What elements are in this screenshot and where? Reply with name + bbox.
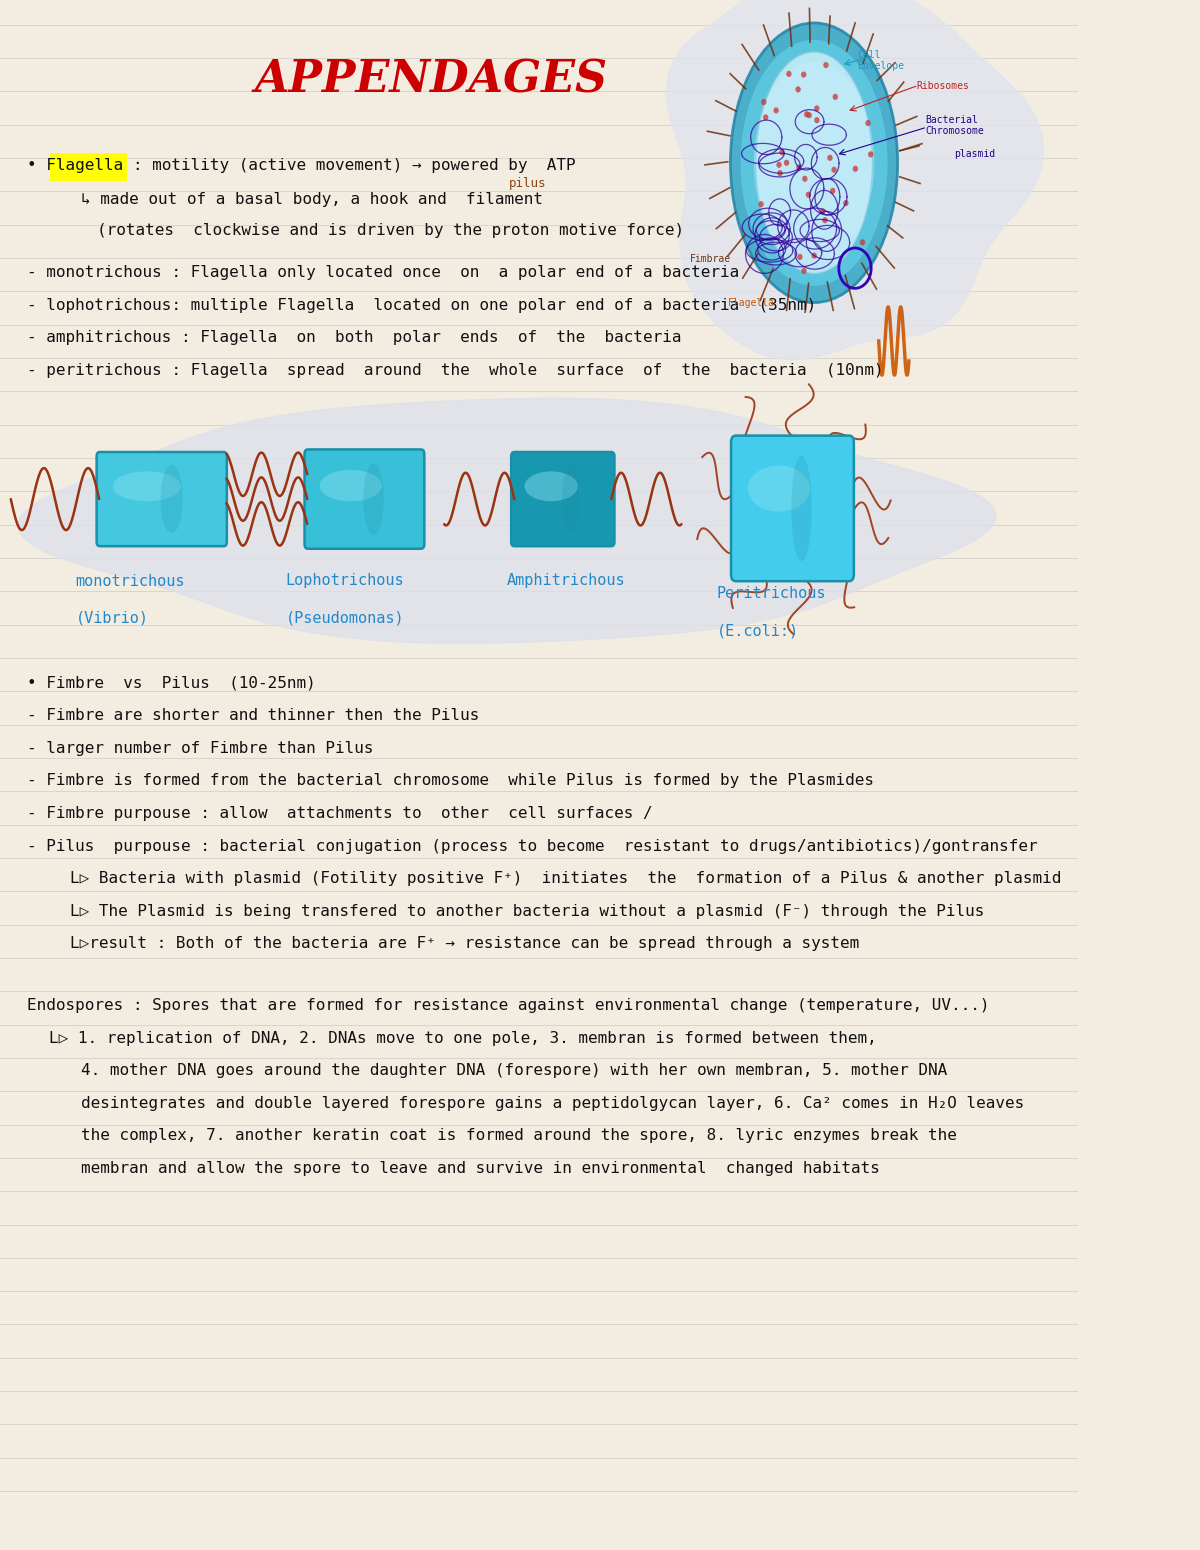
Text: Amphitrichous: Amphitrichous	[506, 574, 625, 589]
Ellipse shape	[802, 71, 806, 78]
Ellipse shape	[796, 87, 800, 93]
FancyBboxPatch shape	[731, 436, 854, 581]
Text: (Vibrio): (Vibrio)	[76, 611, 149, 626]
Text: Flagella: Flagella	[727, 298, 775, 307]
FancyBboxPatch shape	[305, 449, 425, 549]
Ellipse shape	[364, 463, 384, 535]
Ellipse shape	[786, 71, 792, 78]
Text: L▷ The Plasmid is being transfered to another bacteria without a plasmid (F⁻) th: L▷ The Plasmid is being transfered to an…	[70, 904, 984, 919]
Text: (rotates  clockwise and is driven by the proton motive force): (rotates clockwise and is driven by the …	[97, 223, 684, 239]
Text: L▷result : Both of the bacteria are F⁺ → resistance can be spread through a syst: L▷result : Both of the bacteria are F⁺ →…	[70, 936, 859, 952]
FancyBboxPatch shape	[511, 453, 614, 546]
Ellipse shape	[779, 149, 785, 155]
Text: monotrichous: monotrichous	[76, 574, 185, 589]
Text: (Pseudomonas): (Pseudomonas)	[286, 611, 404, 626]
Text: • Flagella : motility (active movement) → powered by  ATP: • Flagella : motility (active movement) …	[26, 158, 576, 174]
Text: the complex, 7. another keratin coat is formed around the spore, 8. lyric enzyme: the complex, 7. another keratin coat is …	[80, 1128, 956, 1144]
Ellipse shape	[823, 62, 829, 68]
Ellipse shape	[805, 192, 811, 198]
Ellipse shape	[758, 202, 763, 208]
Ellipse shape	[811, 253, 817, 259]
Text: - larger number of Fimbre than Pilus: - larger number of Fimbre than Pilus	[26, 741, 373, 756]
Text: Bacterial
Chromosome: Bacterial Chromosome	[925, 115, 984, 136]
Polygon shape	[18, 398, 996, 643]
Text: - lophotrichous: multiple Flagella  located on one polar end of a bacteria  (35n: - lophotrichous: multiple Flagella locat…	[26, 298, 816, 313]
Ellipse shape	[113, 471, 181, 501]
Text: desintegrates and double layered forespore gains a peptidolgycan layer, 6. Ca² c: desintegrates and double layered forespo…	[80, 1096, 1024, 1111]
Text: Lophotrichous: Lophotrichous	[286, 574, 404, 589]
Ellipse shape	[797, 254, 803, 260]
Text: Peritrichous: Peritrichous	[716, 586, 827, 601]
Ellipse shape	[562, 465, 580, 533]
Ellipse shape	[820, 208, 826, 214]
Text: - Fimbre purpouse : allow  attachments to  other  cell surfaces /: - Fimbre purpouse : allow attachments to…	[26, 806, 653, 822]
Text: Ribosomes: Ribosomes	[917, 81, 970, 90]
Ellipse shape	[833, 93, 838, 99]
Ellipse shape	[740, 40, 888, 285]
Text: Endospores : Spores that are formed for resistance against environmental change : Endospores : Spores that are formed for …	[26, 998, 990, 1014]
Ellipse shape	[853, 166, 858, 172]
Text: APPENDAGES: APPENDAGES	[254, 59, 608, 102]
Ellipse shape	[860, 239, 865, 245]
Text: - amphitrichous : Flagella  on  both  polar  ends  of  the  bacteria: - amphitrichous : Flagella on both polar…	[26, 330, 682, 346]
Text: pilus: pilus	[509, 177, 546, 189]
Text: - Pilus  purpouse : bacterial conjugation (process to become  resistant to drugs: - Pilus purpouse : bacterial conjugation…	[26, 839, 1038, 854]
Ellipse shape	[754, 62, 874, 264]
Ellipse shape	[796, 164, 802, 170]
Ellipse shape	[756, 51, 872, 273]
Ellipse shape	[804, 112, 810, 118]
Ellipse shape	[774, 107, 779, 113]
Text: • Fimbre  vs  Pilus  (10-25nm): • Fimbre vs Pilus (10-25nm)	[26, 676, 316, 691]
Ellipse shape	[814, 105, 820, 112]
Ellipse shape	[815, 118, 820, 124]
Ellipse shape	[827, 155, 833, 161]
Ellipse shape	[806, 112, 812, 118]
Ellipse shape	[784, 160, 790, 166]
Ellipse shape	[761, 99, 767, 105]
Text: ↳ made out of a basal body, a hook and  filament: ↳ made out of a basal body, a hook and f…	[80, 192, 542, 208]
Ellipse shape	[731, 23, 898, 302]
Text: L▷ Bacteria with plasmid (Fotility positive F⁺)  initiates  the  formation of a : L▷ Bacteria with plasmid (Fotility posit…	[70, 871, 1062, 887]
Ellipse shape	[791, 456, 811, 561]
Text: 4. mother DNA goes around the daughter DNA (forespore) with her own membran, 5. : 4. mother DNA goes around the daughter D…	[80, 1063, 947, 1079]
Ellipse shape	[865, 119, 871, 126]
Ellipse shape	[778, 170, 782, 177]
Ellipse shape	[802, 175, 808, 181]
Text: - peritrichous : Flagella  spread  around  the  whole  surface  of  the  bacteri: - peritrichous : Flagella spread around …	[26, 363, 883, 378]
Ellipse shape	[319, 470, 382, 501]
Text: Cell
Envelope: Cell Envelope	[857, 50, 904, 71]
Text: - Fimbre is formed from the bacterial chromosome  while Pilus is formed by the P: - Fimbre is formed from the bacterial ch…	[26, 773, 874, 789]
Text: plasmid: plasmid	[954, 149, 995, 158]
Text: (E.coli:): (E.coli:)	[716, 623, 799, 639]
Ellipse shape	[748, 465, 810, 512]
Text: - monotrichous : Flagella only located once  on  a polar end of a bacteria: - monotrichous : Flagella only located o…	[26, 265, 739, 281]
Ellipse shape	[524, 471, 578, 501]
Ellipse shape	[844, 200, 848, 206]
Ellipse shape	[868, 152, 874, 158]
Polygon shape	[666, 0, 1044, 360]
Text: L▷ 1. replication of DNA, 2. DNAs move to one pole, 3. membran is formed between: L▷ 1. replication of DNA, 2. DNAs move t…	[48, 1031, 876, 1046]
Ellipse shape	[832, 167, 836, 174]
Text: - Fimbre are shorter and thinner then the Pilus: - Fimbre are shorter and thinner then th…	[26, 708, 479, 724]
Text: membran and allow the spore to leave and survive in environmental  changed habit: membran and allow the spore to leave and…	[80, 1161, 880, 1176]
Ellipse shape	[802, 268, 806, 274]
Text: Fimbrae: Fimbrae	[690, 254, 731, 264]
Ellipse shape	[830, 188, 835, 194]
FancyBboxPatch shape	[97, 453, 227, 546]
Ellipse shape	[763, 115, 768, 121]
Ellipse shape	[822, 217, 828, 223]
Bar	[49, 153, 127, 181]
Ellipse shape	[776, 161, 781, 167]
Ellipse shape	[161, 465, 182, 533]
